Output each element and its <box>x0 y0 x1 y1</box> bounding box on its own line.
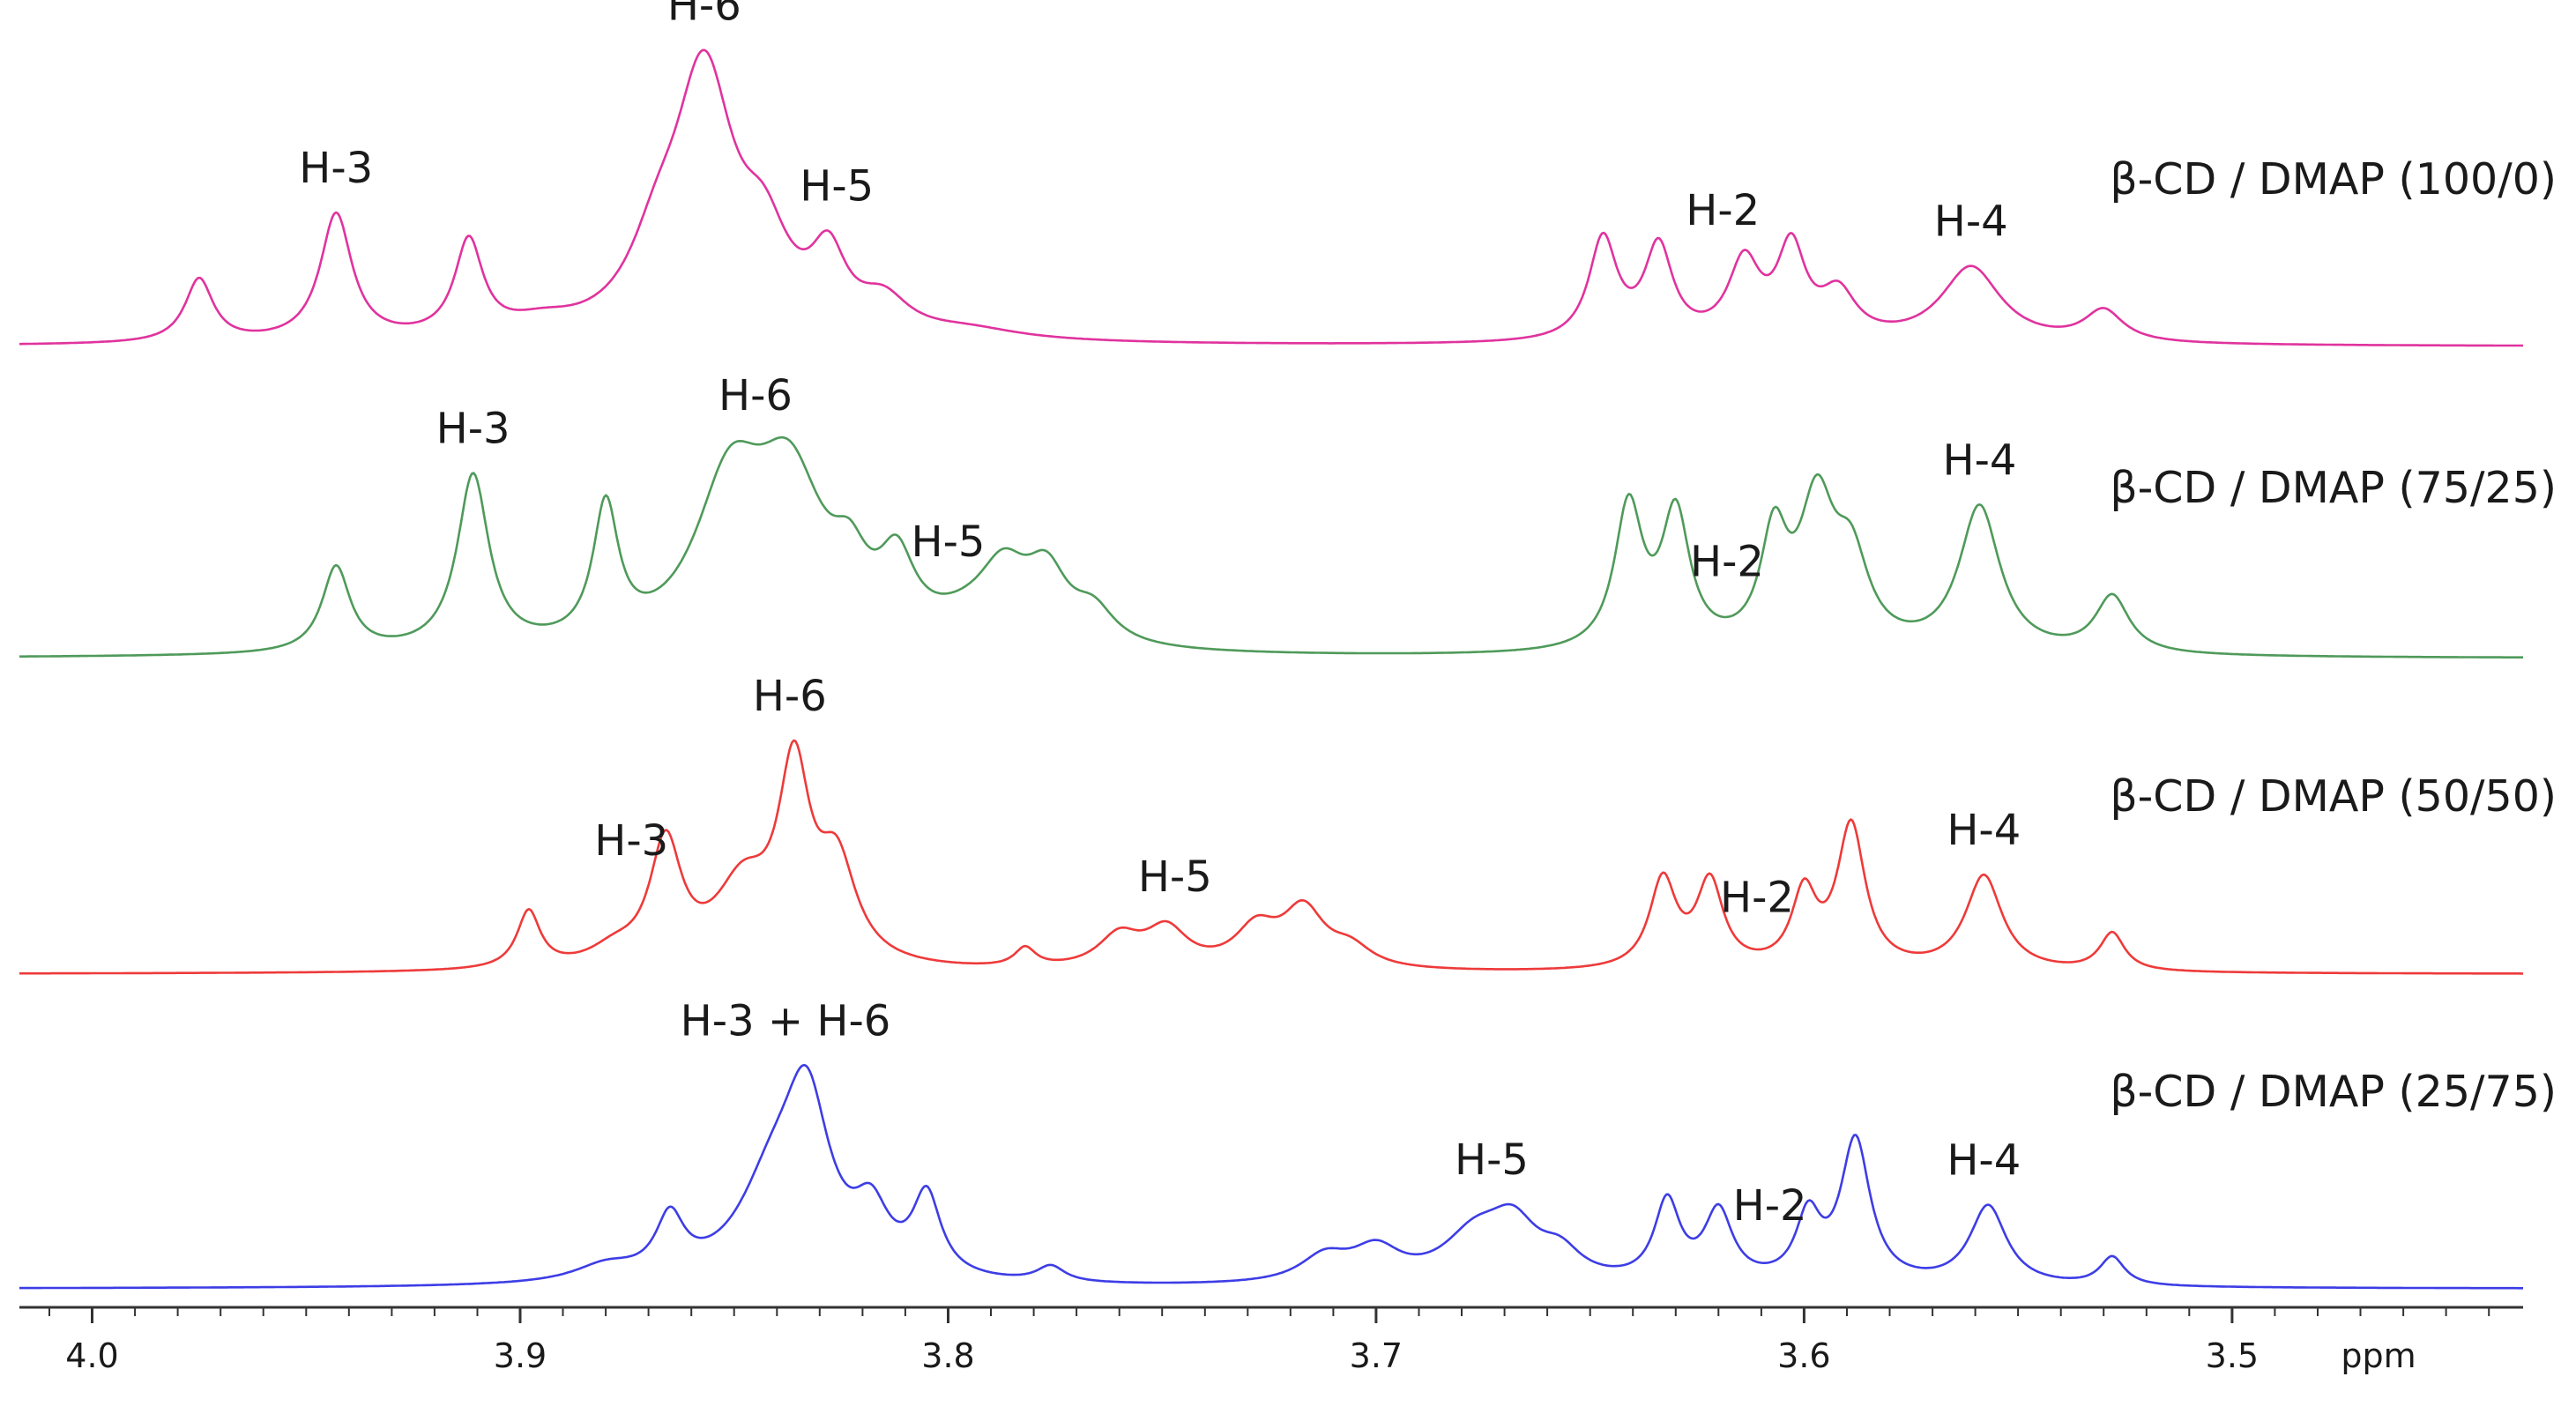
peak-label-13: H-5 <box>1138 852 1212 902</box>
x-tick-label-1: 4.0 <box>65 1336 118 1375</box>
peak-label-6: H-3 <box>436 405 510 454</box>
spectrum-traces <box>19 48 2523 1290</box>
peak-label-9: H-2 <box>1690 537 1764 586</box>
trace-labels: β-CD / DMAP (100/0) β-CD / DMAP (75/25) β-… <box>2110 154 2557 1117</box>
peak-label-14: H-2 <box>1720 874 1794 923</box>
peak-label-2: H-6 <box>667 0 741 31</box>
peak-label-5: H-4 <box>1934 197 2008 247</box>
peak-label-1: H-3 <box>299 144 373 193</box>
peak-label-16: H-3 + H-6 <box>681 997 891 1046</box>
spectrum-line-3 <box>19 739 2523 975</box>
trace-label-1: β-CD / DMAP (100/0) <box>2110 154 2557 205</box>
x-tick-label-6: 3.5 <box>2206 1336 2259 1375</box>
peak-label-18: H-2 <box>1733 1181 1807 1231</box>
x-tick-label-3: 3.8 <box>921 1336 974 1375</box>
peak-label-12: H-6 <box>753 672 827 721</box>
ppm-axis: 4.0 3.9 3.8 3.7 3.6 3.5 ppm <box>19 1306 2523 1375</box>
peak-label-19: H-4 <box>1947 1136 2021 1186</box>
trace-label-3: β-CD / DMAP (50/50) <box>2110 771 2557 822</box>
peak-label-7: H-6 <box>718 371 793 420</box>
peak-label-17: H-5 <box>1455 1135 1529 1185</box>
x-tick-label-5: 3.6 <box>1777 1336 1830 1375</box>
trace-label-4: β-CD / DMAP (25/75) <box>2110 1067 2557 1117</box>
peak-label-8: H-5 <box>912 517 986 567</box>
x-tick-label-4: 3.7 <box>1350 1336 1403 1375</box>
x-tick-label-2: 3.9 <box>494 1336 547 1375</box>
peak-label-15: H-4 <box>1947 806 2021 855</box>
peak-label-10: H-4 <box>1943 435 2017 485</box>
x-axis-ticks: 4.0 3.9 3.8 3.7 3.6 3.5 <box>48 1307 2490 1375</box>
peak-label-4: H-2 <box>1686 186 1760 235</box>
spectrum-line-2 <box>19 435 2523 659</box>
peak-annotations: H-3 H-6 H-5 H-2 H-4 H-3 H-6 H-5 H-2 H-4 H-3 H-6 H-5 H… <box>299 0 2021 1231</box>
x-axis-unit-label: ppm <box>2341 1336 2416 1375</box>
spectrum-line-4 <box>19 1063 2523 1290</box>
peak-label-11: H-3 <box>594 816 668 866</box>
spectrum-line-1 <box>19 48 2523 347</box>
peak-label-3: H-5 <box>800 161 874 211</box>
trace-label-2: β-CD / DMAP (75/25) <box>2110 463 2557 513</box>
